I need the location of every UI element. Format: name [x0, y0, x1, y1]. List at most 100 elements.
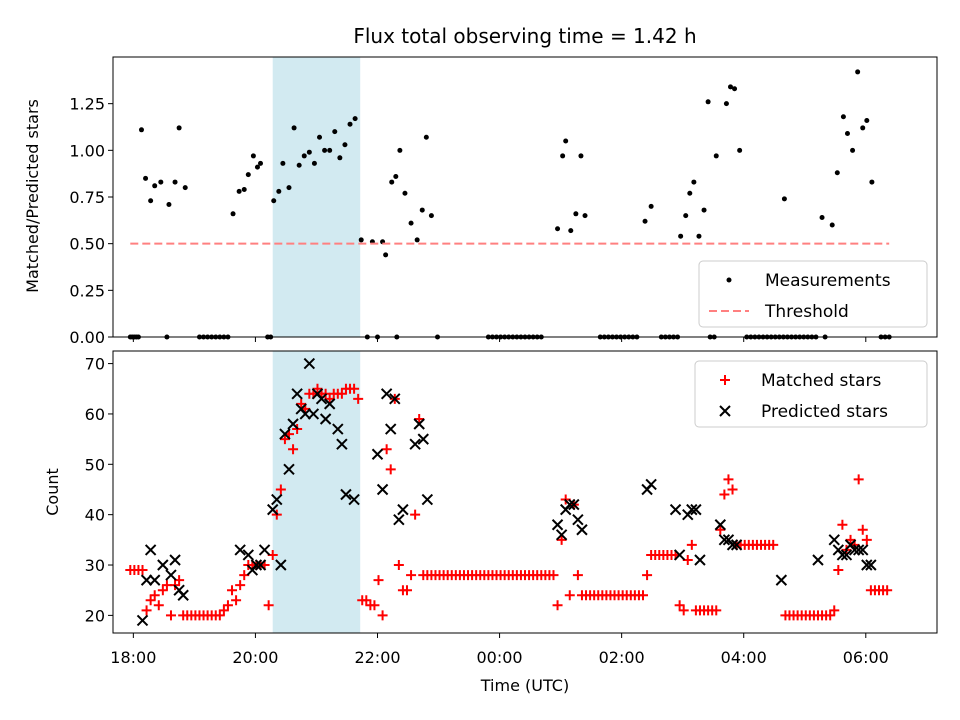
bottom-series-matched-stars-point — [833, 565, 844, 576]
top-series-measurements-point — [347, 121, 353, 127]
bottom-series-predicted-stars-point — [673, 549, 686, 561]
x-axis-label: Time (UTC) — [480, 676, 569, 695]
bottom-series-matched-stars-point — [141, 605, 152, 616]
bottom-series-predicted-stars-point — [371, 448, 384, 460]
top-series-measurements-point — [819, 215, 825, 221]
bottom-series-matched-stars-point — [279, 434, 290, 445]
top-series-measurements-point — [648, 203, 654, 209]
bottom-series-predicted-stars-point — [409, 438, 421, 450]
bottom-series-predicted-stars-point — [389, 393, 401, 405]
top-series-measurements-point — [397, 147, 403, 153]
top-legend-box — [698, 260, 928, 328]
bottom-series-matched-stars-point — [137, 565, 148, 576]
bottom-series-predicted-stars-point — [861, 559, 873, 571]
top-series-measurements-point — [705, 99, 711, 105]
top-series-measurements-point — [393, 173, 399, 179]
bottom-series-predicted-stars-point — [275, 559, 287, 571]
bottom-series-predicted-stars-point — [690, 503, 702, 516]
bottom-series-predicted-stars-point — [319, 413, 332, 425]
bottom-series-predicted-stars-point — [299, 408, 311, 420]
bottom-series-matched-stars-point — [686, 539, 697, 550]
top-series-measurements-point — [582, 213, 588, 219]
bottom-series-matched-stars-point — [349, 383, 360, 394]
top-series-measurements-point — [834, 170, 840, 176]
bottom-series-predicted-stars-point — [283, 463, 295, 476]
top-series-measurements-point — [691, 179, 697, 185]
top-y-tick-label: 0.50 — [69, 235, 105, 254]
bottom-series-predicted-stars-point — [836, 549, 849, 561]
bottom-series-predicted-stars-point — [242, 549, 255, 561]
bottom-series-matched-stars-point — [165, 610, 176, 621]
bottom-series-matched-stars-point — [214, 610, 225, 621]
bottom-series-predicted-stars-point — [177, 589, 189, 601]
bottom-series-matched-stars-point — [564, 590, 575, 601]
top-series-measurements-point — [696, 233, 702, 239]
bottom-series-predicted-stars-point — [645, 478, 657, 491]
bottom-series-matched-stars-point — [218, 605, 229, 616]
top-series-measurements-point — [414, 237, 420, 243]
bottom-series-matched-stars-point — [845, 534, 856, 545]
top-series-measurements-point — [683, 213, 689, 219]
bottom-series-matched-stars-point — [853, 474, 864, 485]
bottom-series-predicted-stars-point — [380, 388, 393, 400]
bottom-series-predicted-stars-point — [140, 574, 153, 586]
top-series-measurements-point — [301, 153, 307, 159]
bottom-series-predicted-stars-point — [714, 519, 727, 531]
bottom-series-matched-stars-point — [674, 600, 685, 611]
bottom-series-matched-stars-point — [727, 484, 738, 495]
top-series-measurements-point — [389, 179, 395, 185]
bottom-series-predicted-stars-point — [348, 493, 360, 506]
bottom-series-predicted-stars-point — [775, 574, 788, 586]
top-series-measurements-point — [840, 114, 846, 120]
top-series-measurements-point — [332, 129, 338, 135]
bottom-series-predicted-stars-point — [857, 544, 869, 556]
bottom-series-matched-stars-point — [768, 539, 779, 550]
bottom-series-predicted-stars-point — [551, 519, 564, 531]
top-series-measurements-point — [182, 185, 188, 191]
top-series-measurements-point — [428, 213, 434, 219]
top-series-measurements-point — [241, 187, 247, 193]
top-series-measurements-point — [138, 127, 144, 133]
top-series-measurements-point — [855, 69, 861, 75]
bottom-y-tick-label: 70 — [85, 355, 105, 374]
top-series-measurements-point — [383, 252, 389, 258]
top-legend: Measurements Threshold — [698, 260, 928, 328]
top-series-measurements-point — [555, 226, 561, 232]
bottom-series-matched-stars-point — [288, 444, 299, 455]
bottom-series-matched-stars-point — [145, 595, 156, 606]
bottom-series-matched-stars-point — [231, 595, 242, 606]
bottom-series-matched-stars-point — [157, 585, 168, 596]
bottom-axes-frame — [112, 350, 938, 634]
top-series-measurements-point — [352, 116, 358, 122]
bottom-series-predicted-stars-point — [165, 569, 177, 581]
bottom-series-matched-stars-point — [882, 585, 893, 596]
bottom-series-predicted-stars-point — [279, 428, 291, 440]
bottom-x-tick-label: 20:00 — [232, 648, 278, 667]
top-series-measurements-point — [245, 172, 251, 178]
top-series-measurements-point — [732, 86, 738, 92]
bottom-series-matched-stars-point — [410, 509, 421, 520]
top-series-measurements-point — [737, 147, 743, 153]
top-series-measurements-point — [254, 164, 260, 170]
bottom-series-matched-stars-point — [312, 383, 323, 394]
top-legend-threshold-label: Threshold — [764, 302, 849, 322]
bottom-series-matched-stars-point — [678, 605, 689, 616]
bottom-series-matched-stars-point — [825, 610, 836, 621]
top-series-measurements-point — [143, 175, 149, 181]
bottom-series-predicted-stars-point — [149, 574, 161, 586]
bottom-y-tick-label: 20 — [85, 606, 105, 625]
top-y-tick-label: 0.00 — [69, 328, 105, 347]
bottom-series-matched-stars-point — [369, 600, 380, 611]
bottom-series-matched-stars-point — [829, 605, 840, 616]
top-series-measurements-point — [419, 207, 425, 213]
bottom-series-matched-stars-point — [642, 570, 653, 581]
bottom-series-matched-stars-point — [401, 585, 412, 596]
bottom-series-predicted-stars-point — [852, 544, 865, 556]
top-y-tick-label: 0.75 — [69, 188, 105, 207]
bottom-series-matched-stars-point — [548, 570, 559, 581]
bottom-series-predicted-stars-point — [136, 614, 149, 627]
top-series-measurements-point — [850, 147, 856, 153]
top-legend-measurements-swatch — [726, 277, 732, 283]
bottom-series-predicted-stars-point — [669, 503, 682, 516]
bottom-series-matched-stars-point — [715, 524, 726, 535]
